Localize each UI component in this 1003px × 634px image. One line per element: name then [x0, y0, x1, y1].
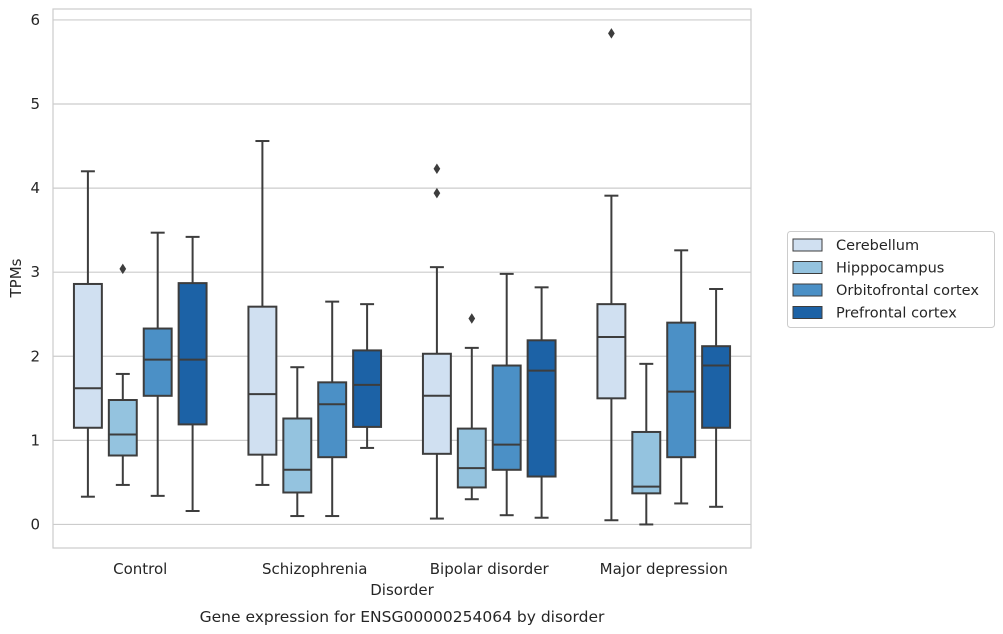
y-axis-ticks: 0 1 2 3 4 5 6 [30, 11, 40, 534]
outlier-point [433, 163, 441, 175]
box-body [596, 303, 627, 400]
legend: Cerebellum Hipppocampus Orbitofrontal cort… [787, 231, 995, 328]
legend-label: Cerebellum [836, 238, 919, 254]
legend-swatch [792, 306, 823, 319]
series-prefrontal-cortex [177, 235, 732, 519]
box [701, 288, 732, 508]
legend-swatch [792, 261, 823, 274]
outlier-point [119, 263, 127, 275]
box-body [526, 339, 557, 478]
legend-label: Prefrontal cortex [836, 306, 957, 322]
box [526, 286, 557, 519]
box-body [72, 282, 103, 429]
box-body [666, 321, 697, 459]
box-body [456, 427, 487, 489]
legend-swatch [792, 283, 823, 297]
figure-caption: Gene expression for ENSG00000254064 by d… [200, 608, 605, 626]
x-axis-ticks: Control Schizophrenia Bipolar disorder Majo… [113, 560, 728, 578]
legend-frame [787, 231, 995, 328]
y-tick-label: 6 [30, 11, 40, 29]
legend-label: Orbitofrontal cortex [836, 283, 979, 299]
legend-items: Cerebellum Hipppocampus Orbitofrontal cort… [792, 238, 979, 322]
box [72, 170, 103, 498]
x-axis-label: Disorder [370, 581, 434, 599]
box [317, 300, 348, 518]
box-body [701, 345, 732, 429]
plot-frame [52, 8, 752, 549]
box-body [352, 349, 383, 428]
outlier-point [608, 28, 615, 39]
box-body [317, 381, 348, 459]
box-body [247, 305, 278, 456]
box-body [631, 430, 662, 495]
box [352, 303, 383, 449]
box [282, 366, 313, 518]
box [666, 249, 697, 505]
box [107, 263, 138, 486]
y-tick-label: 2 [30, 347, 40, 365]
box-body [421, 352, 452, 455]
box [491, 272, 522, 517]
box-body [282, 417, 313, 494]
x-tick-label: Major depression [600, 560, 728, 578]
y-axis-label: TPMs [7, 258, 25, 298]
series-orbitofrontal-cortex [142, 231, 697, 518]
box [456, 313, 487, 501]
box [596, 28, 627, 522]
x-tick-label: Bipolar disorder [430, 560, 550, 578]
series-hipppocampus [107, 263, 662, 526]
outlier-point [433, 187, 441, 199]
y-tick-label: 4 [30, 179, 40, 197]
legend-swatch [792, 238, 823, 252]
box-body [491, 364, 522, 471]
boxplot-series [72, 28, 732, 526]
legend-label: Hipppocampus [836, 261, 944, 277]
box [247, 140, 278, 486]
y-tick-label: 0 [30, 515, 40, 533]
y-tick-label: 5 [30, 95, 40, 113]
x-tick-label: Schizophrenia [262, 560, 367, 578]
outlier-point [468, 313, 476, 324]
x-tick-label: Control [113, 560, 167, 578]
box [177, 235, 208, 513]
box [421, 163, 452, 520]
box-body [177, 282, 208, 426]
box [142, 231, 173, 497]
box [631, 362, 662, 526]
y-tick-label: 1 [30, 431, 40, 449]
box-body [107, 399, 138, 457]
y-tick-label: 3 [30, 263, 40, 281]
box-body [142, 327, 173, 397]
series-cerebellum [72, 28, 627, 522]
